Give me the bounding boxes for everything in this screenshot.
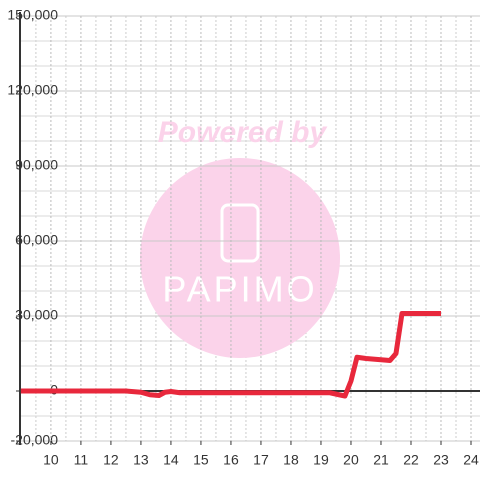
x-tick-label: 22 [403, 452, 419, 468]
x-tick-label: 11 [74, 452, 89, 468]
y-tick-label: 90,000 [15, 157, 58, 173]
x-tick-label: 23 [433, 452, 449, 468]
x-tick-label: 20 [343, 452, 359, 468]
watermark-text: Powered by [158, 116, 328, 149]
x-tick-label: 19 [313, 452, 329, 468]
x-tick-label: 18 [283, 452, 299, 468]
x-tick-label: 21 [373, 452, 389, 468]
x-tick-label: 16 [223, 452, 239, 468]
x-tick-label: 14 [163, 452, 179, 468]
x-tick-label: 15 [193, 452, 209, 468]
x-tick-label: 17 [253, 452, 269, 468]
x-tick-label: 10 [43, 452, 59, 468]
watermark-circle [140, 158, 340, 358]
x-tick-label: 24 [463, 452, 479, 468]
watermark-logo: PAPIMO [162, 269, 317, 310]
watermark-phone [220, 203, 260, 263]
x-tick-label: 12 [103, 452, 119, 468]
y-tick-label: 60,000 [15, 232, 58, 248]
x-tick-label: 13 [133, 452, 149, 468]
data-line [20, 311, 441, 399]
y-tick-label: 30,000 [15, 307, 58, 323]
y-tick-label: -20,000 [11, 432, 59, 448]
